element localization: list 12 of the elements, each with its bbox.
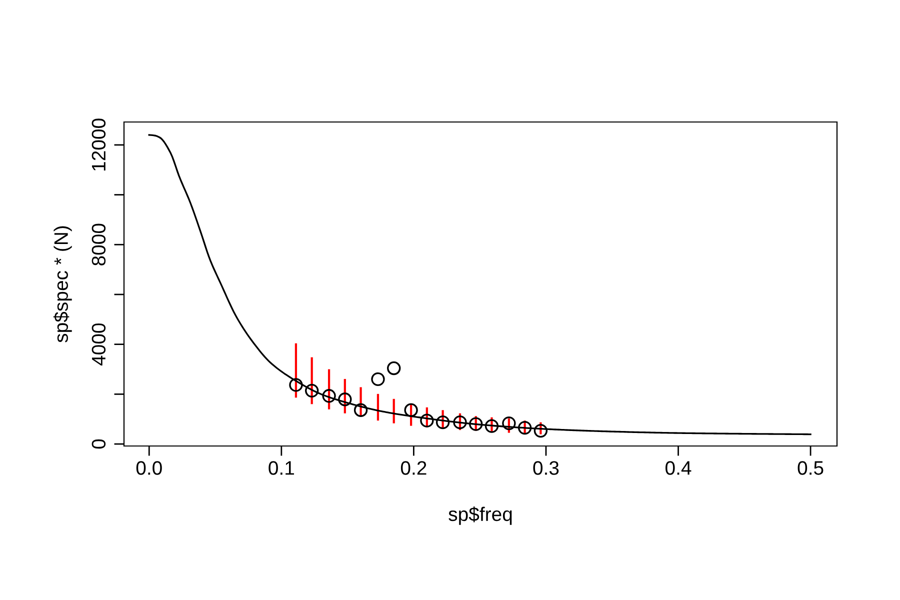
x-axis-title: sp$freq (448, 506, 512, 525)
y-tick-label: 4000 (92, 323, 106, 366)
y-tick-label: 8000 (92, 224, 106, 266)
x-tick-label: 0.3 (533, 461, 559, 475)
y-axis-title: sp$spec * (N) (53, 226, 72, 342)
y-tick-label: 12000 (92, 118, 106, 170)
x-tick-label: 0.4 (666, 461, 692, 475)
x-tick-label: 0.2 (400, 461, 426, 475)
x-tick-label: 0.1 (268, 461, 294, 475)
x-tick-label: 0.5 (798, 461, 824, 475)
y-tick-label: 0 (92, 439, 106, 449)
x-tick-label: 0.0 (136, 461, 162, 475)
